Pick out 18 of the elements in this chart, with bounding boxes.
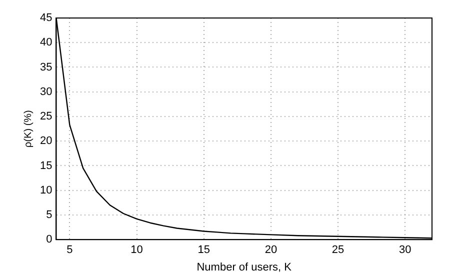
x-tick-label: 30 bbox=[399, 244, 412, 256]
x-tick-label: 25 bbox=[332, 244, 344, 256]
y-tick-label: 5 bbox=[46, 209, 52, 222]
x-axis-title: Number of users, K bbox=[196, 261, 292, 274]
y-tick-label: 30 bbox=[40, 86, 52, 98]
y-tick-label: 45 bbox=[40, 12, 52, 24]
x-tick-label: 10 bbox=[130, 244, 143, 256]
x-tick-label: 5 bbox=[66, 244, 73, 256]
y-tick-label: 15 bbox=[40, 160, 52, 172]
y-tick-label: 25 bbox=[40, 110, 52, 123]
y-tick-label: 20 bbox=[40, 135, 52, 148]
x-tick-label: 20 bbox=[264, 244, 278, 256]
y-tick-label: 40 bbox=[40, 36, 52, 49]
x-tick-label: 15 bbox=[198, 244, 210, 256]
y-axis-title: ρ(K) (%) bbox=[22, 110, 34, 148]
y-tick-label: 10 bbox=[40, 184, 52, 196]
y-tick-label: 35 bbox=[40, 61, 52, 74]
y-tick-label: 0 bbox=[46, 234, 52, 246]
